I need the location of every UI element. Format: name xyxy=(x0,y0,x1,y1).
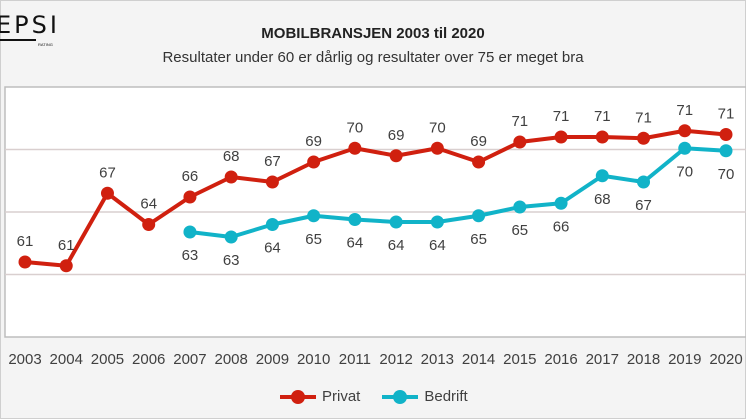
data-label-privat: 67 xyxy=(99,164,116,181)
data-point-bedrift xyxy=(678,141,692,155)
data-label-privat: 66 xyxy=(182,168,199,185)
data-label-bedrift: 63 xyxy=(223,252,240,269)
x-tick-label: 2013 xyxy=(421,351,454,368)
data-label-privat: 61 xyxy=(17,233,34,250)
data-label-privat: 69 xyxy=(388,127,405,144)
data-label-bedrift: 67 xyxy=(635,197,652,214)
data-point-bedrift xyxy=(183,225,197,239)
data-point-bedrift xyxy=(389,215,403,229)
data-point-bedrift xyxy=(637,175,651,189)
series-line-bedrift xyxy=(189,146,727,239)
data-point-privat xyxy=(554,130,568,144)
data-label-privat: 71 xyxy=(511,113,528,130)
data-label-bedrift: 64 xyxy=(388,237,405,254)
logo-underline xyxy=(0,39,36,41)
data-point-bedrift xyxy=(307,209,321,223)
epsi-logo: EPSI xyxy=(0,11,60,39)
data-label-bedrift: 70 xyxy=(676,163,693,180)
data-label-privat: 67 xyxy=(264,153,281,170)
chart-title: MOBILBRANSJEN 2003 til 2020 xyxy=(261,25,485,42)
data-point-bedrift xyxy=(265,218,279,231)
series-line-privat xyxy=(24,128,727,268)
data-point-privat xyxy=(348,141,362,155)
data-point-bedrift xyxy=(472,209,486,223)
data-point-bedrift xyxy=(595,169,609,183)
data-label-bedrift: 64 xyxy=(264,240,281,257)
data-label-privat: 61 xyxy=(58,237,75,254)
data-point-privat xyxy=(183,190,197,204)
data-point-privat xyxy=(719,128,733,141)
x-tick-label: 2010 xyxy=(297,351,330,368)
data-point-privat xyxy=(389,149,403,163)
x-tick-label: 2005 xyxy=(91,351,124,368)
data-label-privat: 71 xyxy=(635,109,652,126)
x-tick-label: 2007 xyxy=(173,351,206,368)
legend-label-bedrift: Bedrift xyxy=(424,388,468,405)
legend-marker-privat xyxy=(280,389,316,404)
data-label-bedrift: 65 xyxy=(305,231,322,248)
data-point-privat xyxy=(142,218,156,231)
data-label-privat: 71 xyxy=(594,108,611,125)
data-point-bedrift xyxy=(513,200,527,214)
data-point-bedrift xyxy=(348,213,362,226)
data-label-privat: 71 xyxy=(676,102,693,119)
data-label-privat: 68 xyxy=(223,148,240,165)
x-tick-label: 2020 xyxy=(709,351,742,368)
data-point-privat xyxy=(307,155,321,169)
data-label-bedrift: 64 xyxy=(347,235,364,252)
data-point-bedrift xyxy=(430,215,444,229)
x-tick-label: 2009 xyxy=(256,351,289,368)
data-point-privat xyxy=(224,170,238,184)
x-tick-label: 2019 xyxy=(668,351,701,368)
data-point-privat xyxy=(100,186,114,200)
data-label-bedrift: 65 xyxy=(511,222,528,239)
data-label-privat: 69 xyxy=(305,133,322,150)
x-tick-label: 2017 xyxy=(586,351,619,368)
data-point-privat xyxy=(678,124,692,138)
data-point-privat xyxy=(637,131,651,145)
data-point-privat xyxy=(595,130,609,144)
data-point-privat xyxy=(430,141,444,155)
logo-subtext: RATING xyxy=(38,42,53,47)
data-label-bedrift: 68 xyxy=(594,191,611,208)
x-tick-label: 2004 xyxy=(50,351,83,368)
data-point-privat xyxy=(513,135,527,149)
data-label-bedrift: 63 xyxy=(182,247,199,264)
x-tick-label: 2015 xyxy=(503,351,536,368)
data-point-bedrift xyxy=(554,196,568,210)
data-point-privat xyxy=(265,175,279,189)
legend-item-privat[interactable]: Privat xyxy=(280,388,360,405)
x-tick-label: 2003 xyxy=(8,351,41,368)
x-tick-label: 2018 xyxy=(627,351,660,368)
data-label-privat: 70 xyxy=(347,119,364,136)
data-label-privat: 71 xyxy=(718,106,735,123)
data-label-privat: 71 xyxy=(553,108,570,125)
data-point-privat xyxy=(472,155,486,169)
data-label-privat: 64 xyxy=(140,196,157,213)
data-label-bedrift: 66 xyxy=(553,218,570,235)
x-tick-label: 2016 xyxy=(544,351,577,368)
data-point-bedrift xyxy=(224,230,238,244)
legend: Privat Bedrift xyxy=(280,388,468,405)
x-tick-label: 2006 xyxy=(132,351,165,368)
legend-marker-bedrift xyxy=(382,389,419,404)
legend-label-privat: Privat xyxy=(322,388,361,405)
data-label-bedrift: 70 xyxy=(718,166,735,183)
x-tick-label: 2011 xyxy=(339,351,371,368)
data-label-bedrift: 64 xyxy=(429,237,446,254)
x-tick-label: 2012 xyxy=(379,351,412,368)
data-point-privat xyxy=(18,255,32,269)
legend-item-bedrift[interactable]: Bedrift xyxy=(382,388,468,405)
x-tick-label: 2014 xyxy=(462,351,495,368)
data-label-bedrift: 65 xyxy=(470,231,487,248)
data-point-bedrift xyxy=(719,144,733,158)
data-point-privat xyxy=(59,259,73,273)
x-tick-label: 2008 xyxy=(214,351,247,368)
chart-subtitle: Resultater under 60 er dårlig og resulta… xyxy=(162,49,584,66)
data-label-privat: 69 xyxy=(470,133,487,150)
data-label-privat: 70 xyxy=(429,119,446,136)
